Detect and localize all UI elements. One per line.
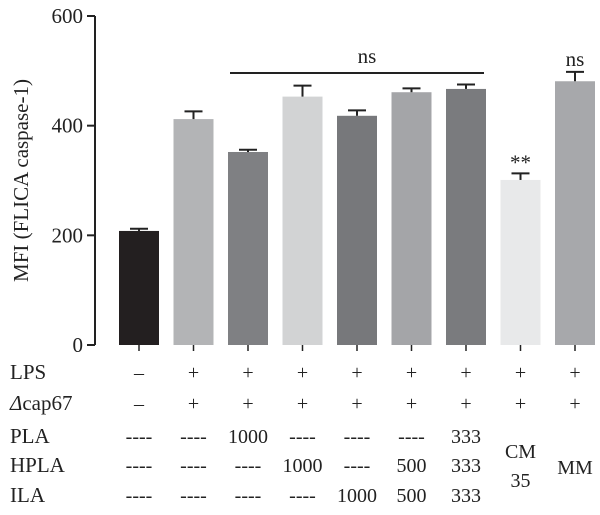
condition-cell: + bbox=[406, 362, 417, 384]
condition-row-label: Δcap67 bbox=[9, 391, 72, 415]
significance-label: ns bbox=[566, 47, 585, 71]
condition-cell: ---- bbox=[289, 426, 316, 448]
y-tick-label: 600 bbox=[52, 4, 84, 28]
condition-cell: ---- bbox=[344, 426, 371, 448]
condition-cell: – bbox=[133, 362, 145, 384]
condition-cell: + bbox=[406, 393, 417, 415]
bar bbox=[173, 119, 214, 345]
condition-cell: ---- bbox=[180, 455, 207, 477]
condition-cell: ---- bbox=[289, 485, 316, 507]
condition-cell: + bbox=[460, 393, 471, 415]
condition-cell: 333 bbox=[451, 485, 481, 507]
condition-cell: + bbox=[351, 362, 362, 384]
bar bbox=[337, 115, 377, 346]
condition-row-label: HPLA bbox=[10, 453, 66, 477]
condition-row-label: ILA bbox=[10, 483, 46, 507]
condition-cell: + bbox=[515, 362, 526, 384]
condition-cell: ---- bbox=[398, 426, 425, 448]
condition-cell: + bbox=[569, 393, 580, 415]
condition-cell: ---- bbox=[235, 485, 262, 507]
bar bbox=[282, 96, 323, 345]
merged-condition-label: MM bbox=[557, 457, 593, 479]
condition-cell: + bbox=[297, 393, 308, 415]
condition-cell: ---- bbox=[344, 455, 371, 477]
condition-cell: + bbox=[569, 362, 580, 384]
y-axis-label: MFI (FLICA caspase-1) bbox=[9, 79, 33, 282]
bar bbox=[228, 151, 268, 345]
condition-row-label: LPS bbox=[10, 360, 46, 384]
bar bbox=[391, 92, 432, 346]
y-tick-label: 0 bbox=[73, 333, 84, 357]
bar bbox=[500, 179, 541, 345]
bar bbox=[446, 88, 486, 345]
merged-condition-label: CM bbox=[505, 441, 536, 463]
condition-cell: – bbox=[133, 393, 145, 415]
condition-cell: 500 bbox=[397, 455, 427, 477]
bar bbox=[555, 81, 595, 346]
condition-cell: 333 bbox=[451, 426, 481, 448]
y-tick-label: 200 bbox=[52, 223, 84, 247]
condition-cell: ---- bbox=[126, 426, 153, 448]
condition-cell: + bbox=[515, 393, 526, 415]
condition-row-label: PLA bbox=[10, 424, 51, 448]
condition-cell: ---- bbox=[180, 426, 207, 448]
condition-cell: + bbox=[188, 362, 199, 384]
condition-cell: + bbox=[242, 362, 253, 384]
condition-cell: 1000 bbox=[337, 485, 377, 507]
bar bbox=[119, 230, 159, 345]
condition-cell: + bbox=[297, 362, 308, 384]
condition-cell: ---- bbox=[126, 485, 153, 507]
condition-cell: 1000 bbox=[228, 426, 268, 448]
condition-cell: + bbox=[351, 393, 362, 415]
condition-cell: ---- bbox=[126, 455, 153, 477]
significance-label: ** bbox=[510, 150, 531, 174]
condition-cell: 500 bbox=[397, 485, 427, 507]
y-tick-label: 400 bbox=[52, 114, 84, 138]
merged-condition-label: 35 bbox=[511, 470, 531, 492]
condition-cell: + bbox=[188, 393, 199, 415]
condition-cell: ---- bbox=[180, 485, 207, 507]
condition-cell: + bbox=[242, 393, 253, 415]
condition-cell: 1000 bbox=[283, 455, 323, 477]
condition-cell: 333 bbox=[451, 455, 481, 477]
significance-label: ns bbox=[358, 44, 377, 68]
condition-cell: ---- bbox=[235, 455, 262, 477]
condition-cell: + bbox=[460, 362, 471, 384]
